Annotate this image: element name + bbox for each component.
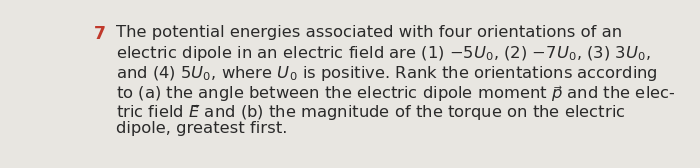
Text: tric field $\mathit{E⃗}$ and (b) the magnitude of the torque on the electric: tric field $\mathit{E⃗}$ and (b) the mag… [116, 102, 625, 122]
Text: and (4) 5$\mathit{U}$$_{\mathrm{0}}$, where $\mathit{U}$$_{\mathrm{0}}$ is posit: and (4) 5$\mathit{U}$$_{\mathrm{0}}$, wh… [116, 64, 657, 83]
Text: to (a) the angle between the electric dipole moment $\mathit{p⃗}$ and the elec-: to (a) the angle between the electric di… [116, 83, 676, 103]
Text: The potential energies associated with four orientations of an: The potential energies associated with f… [116, 25, 622, 40]
Text: 7: 7 [94, 25, 106, 43]
Text: electric dipole in an electric field are (1) −5$\mathit{U}$$_{\mathrm{0}}$, (2) : electric dipole in an electric field are… [116, 45, 650, 64]
Text: dipole, greatest first.: dipole, greatest first. [116, 121, 287, 136]
